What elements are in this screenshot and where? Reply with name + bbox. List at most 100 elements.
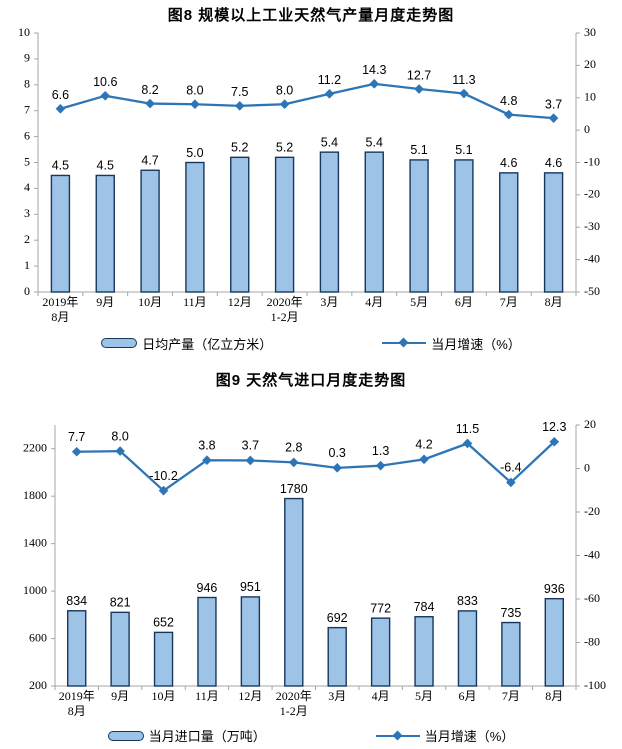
x-category-label: 1-2月 xyxy=(271,310,299,324)
line-marker-icon xyxy=(548,113,559,123)
bar xyxy=(543,172,564,293)
line-marker-icon xyxy=(375,460,386,471)
bar-value-label: 1780 xyxy=(280,482,308,496)
chart2-title: 图9 天然气进口月度走势图 xyxy=(215,372,407,389)
right-axis-tick-label: 10 xyxy=(584,90,596,104)
bar xyxy=(274,156,295,293)
right-axis-tick-label: -20 xyxy=(584,504,600,518)
x-category-label: 10月 xyxy=(138,295,162,309)
right-axis-tick-label: 0 xyxy=(584,122,590,136)
left-axis-tick-label: 6 xyxy=(24,128,30,142)
bar-series-swatch-icon xyxy=(107,730,144,741)
x-category-label: 1-2月 xyxy=(280,704,308,718)
bar-value-label: 821 xyxy=(110,596,131,610)
chart1-legend: 日均产量（亿立方米） 当月增速（%） xyxy=(0,330,622,356)
line-marker-icon xyxy=(55,103,66,114)
line-value-label: 10.6 xyxy=(93,75,117,89)
left-axis-tick-label: 3 xyxy=(24,206,30,220)
left-axis-tick-label: 10 xyxy=(18,26,30,39)
bar-value-label: 5.2 xyxy=(276,141,293,155)
right-axis-tick-label: -100 xyxy=(584,678,606,692)
bar-value-label: 652 xyxy=(153,616,174,630)
gas-production-chart: 012345678910-50-40-30-20-1001020302019年8… xyxy=(18,26,600,324)
line-value-label: 8.0 xyxy=(276,84,293,98)
bar-value-label: 4.7 xyxy=(141,154,158,168)
right-axis-tick-label: -50 xyxy=(584,284,600,298)
bar xyxy=(197,596,217,687)
bar xyxy=(240,596,261,687)
x-category-label: 8月 xyxy=(51,310,69,324)
left-axis-tick-label: 2200 xyxy=(23,440,47,454)
left-axis-tick-label: 600 xyxy=(29,630,47,644)
right-axis-tick-label: -40 xyxy=(584,251,600,265)
line-marker-icon xyxy=(503,109,514,120)
bar-value-label: 4.6 xyxy=(545,156,562,170)
line-value-label: -10.2 xyxy=(149,469,178,483)
x-category-label: 4月 xyxy=(365,295,383,309)
trend-line xyxy=(60,82,554,120)
left-axis-tick-label: 1400 xyxy=(23,535,47,549)
line-series-swatch-icon xyxy=(375,730,420,740)
bar xyxy=(454,159,474,293)
bar-value-label: 4.6 xyxy=(500,156,517,170)
x-category-label: 10月 xyxy=(152,689,176,703)
bar-value-label: 5.2 xyxy=(231,141,248,155)
bar-value-label: 4.5 xyxy=(97,159,114,173)
bar-value-label: 692 xyxy=(327,611,348,625)
bar-value-label: 5.1 xyxy=(455,143,472,157)
right-axis-tick-label: -40 xyxy=(584,547,600,561)
line-value-label: 3.8 xyxy=(198,439,215,453)
chart1-bar-series-label: 日均产量（亿立方米） xyxy=(142,336,273,352)
x-category-label: 2020年 xyxy=(267,295,303,309)
chart1-line-series-label: 当月增速（%） xyxy=(431,336,521,352)
bar xyxy=(110,611,130,687)
x-category-label: 9月 xyxy=(96,295,114,309)
line-value-label: 0.3 xyxy=(329,446,346,460)
bar xyxy=(409,159,429,293)
x-category-label: 12月 xyxy=(228,295,252,309)
bar-series-swatch-icon xyxy=(101,338,138,348)
bar-value-label: 946 xyxy=(197,581,218,595)
x-category-label: 5月 xyxy=(410,295,428,309)
left-axis-tick-label: 0 xyxy=(24,284,30,298)
line-marker-icon xyxy=(245,455,256,466)
chart1-legend-item-bar: 日均产量（亿立方米） xyxy=(101,334,272,353)
right-axis-tick-label: 20 xyxy=(584,57,596,71)
left-axis-tick-label: 5 xyxy=(24,154,30,168)
x-category-label: 6月 xyxy=(455,295,473,309)
bar-value-label: 5.1 xyxy=(410,143,427,157)
bar xyxy=(499,172,519,293)
line-marker-icon xyxy=(145,98,155,109)
bar xyxy=(230,156,250,293)
line-value-label: -6.4 xyxy=(500,461,522,475)
bar xyxy=(185,161,205,293)
line-value-label: 8.0 xyxy=(186,84,203,98)
chart1-legend-item-line: 当月增速（%） xyxy=(382,334,521,353)
line-marker-icon xyxy=(419,454,429,465)
chart2-legend-item-line: 当月增速（%） xyxy=(375,726,514,745)
x-category-label: 6月 xyxy=(458,689,476,703)
right-axis-tick-label: 30 xyxy=(584,26,596,39)
x-category-label: 3月 xyxy=(320,295,338,309)
left-axis-tick-label: 8 xyxy=(24,77,30,91)
line-value-label: 1.3 xyxy=(372,444,389,458)
left-axis-tick-label: 4 xyxy=(24,180,30,194)
x-category-label: 12月 xyxy=(238,689,262,703)
left-axis-tick-label: 200 xyxy=(29,678,47,692)
bar xyxy=(327,626,347,687)
right-axis-tick-label: -60 xyxy=(584,591,600,605)
line-marker-icon xyxy=(324,89,335,99)
line-marker-icon xyxy=(100,90,111,101)
line-series-swatch-icon xyxy=(382,337,427,348)
x-category-label: 4月 xyxy=(372,689,390,703)
x-category-label: 8月 xyxy=(68,704,86,718)
bar xyxy=(50,174,71,293)
bar-value-label: 5.4 xyxy=(321,135,338,149)
x-category-label: 2019年 xyxy=(42,295,78,309)
line-marker-icon xyxy=(414,84,424,94)
x-category-label: 11月 xyxy=(195,689,219,703)
chart2-legend: 当月进口量（万吨） 当月增速（%） xyxy=(0,722,622,749)
line-value-label: 11.2 xyxy=(318,73,341,87)
x-category-label: 8月 xyxy=(545,295,563,309)
